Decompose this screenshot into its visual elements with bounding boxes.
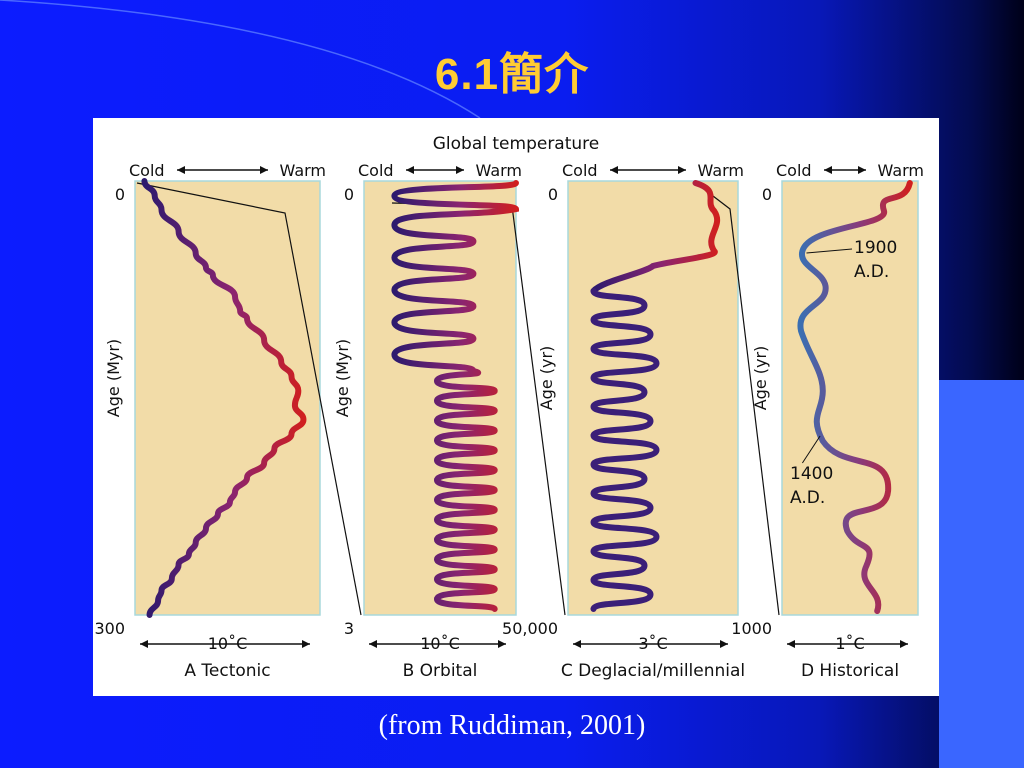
panel-d-warm-label: Warm <box>878 161 924 180</box>
panel-c-panel-label: C Deglacial/millennial <box>561 661 745 681</box>
panel-c-ylabel: Age (yr) <box>537 346 556 411</box>
panel-a-y-bottom-label: 300 <box>94 619 125 638</box>
panel-a-top-arrow-head-right <box>260 166 268 174</box>
slide-caption: (from Ruddiman, 2001) <box>378 710 646 741</box>
panel-d-top-arrow-head-left <box>824 166 832 174</box>
panel-b-y-bottom-label: 3 <box>344 619 354 638</box>
panel-b-panel-label: B Orbital <box>403 661 478 681</box>
panel-c-scale-arrow-head-right <box>720 640 728 648</box>
panel-a-temperature-curve <box>141 178 307 618</box>
panel-a-cold-label: Cold <box>129 161 165 180</box>
background-accent-block <box>939 380 1024 768</box>
slide-title: 6.1簡介 <box>434 50 590 99</box>
panel-d-temperature-curve <box>797 180 913 614</box>
panel-c-top-arrow-head-right <box>678 166 686 174</box>
panel-d-panel-label: D Historical <box>801 661 899 681</box>
annotation-1400-leader <box>801 435 821 464</box>
panel-a-scale-arrow-head-left <box>140 640 148 648</box>
panel-b-scale-gap <box>417 634 463 652</box>
panel-c-scale-gap <box>634 634 672 652</box>
panel-b-cold-label: Cold <box>358 161 394 180</box>
panel-b-temperature-curve <box>391 180 520 612</box>
panel-c-y-top-label: 0 <box>548 185 558 204</box>
panel-a-warm-label: Warm <box>280 161 326 180</box>
panel-d-scale-gap <box>831 634 869 652</box>
panel-a-top-arrow-head-left <box>177 166 185 174</box>
zoom-connector-1 <box>136 182 362 616</box>
annotation-1900-leader <box>806 248 853 254</box>
panel-b-top-arrow-head-left <box>406 166 414 174</box>
panel-c-y-bottom-label: 50,000 <box>502 619 558 638</box>
panel-c-temperature-curve-top <box>590 180 721 294</box>
annotation-1900-year: 1900 <box>854 238 897 258</box>
annotation-1400-era: A.D. <box>790 488 825 508</box>
panel-d-cold-label: Cold <box>776 161 812 180</box>
annotation-1400-year: 1400 <box>790 464 833 484</box>
panel-d-ylabel: Age (yr) <box>751 346 770 411</box>
panel-c-top-arrow-head-left <box>610 166 618 174</box>
panel-a-panel-label: A Tectonic <box>184 661 270 681</box>
panel-b-scale-arrow-head-right <box>498 640 506 648</box>
panel-a-background <box>134 180 321 616</box>
chart-title: Global temperature <box>433 134 600 154</box>
panel-c-temperature-curve-oscillation <box>590 288 660 612</box>
panel-a-y-top-label: 0 <box>115 185 125 204</box>
panel-c-scale-arrow-head-left <box>573 640 581 648</box>
panel-c-warm-label: Warm <box>698 161 744 180</box>
panel-d-scale-arrow-head-left <box>787 640 795 648</box>
panel-d-top-arrow-head-right <box>858 166 866 174</box>
annotation-1900-era: A.D. <box>854 262 889 282</box>
panel-d-scale-arrow-head-right <box>900 640 908 648</box>
panel-b-y-top-label: 0 <box>344 185 354 204</box>
panel-a-ylabel: Age (Myr) <box>104 339 123 417</box>
panel-c-cold-label: Cold <box>562 161 598 180</box>
panel-d-y-bottom-label: 1000 <box>731 619 772 638</box>
panel-a-scale-arrow-head-right <box>302 640 310 648</box>
panel-d-y-top-label: 0 <box>762 185 772 204</box>
panel-b-scale-arrow-head-left <box>369 640 377 648</box>
chart-figure: Global temperature Cold Warm 0 300 Age (Myr) 1… <box>93 118 939 696</box>
panel-b-top-arrow-head-right <box>456 166 464 174</box>
panel-b-warm-label: Warm <box>476 161 522 180</box>
panel-a-scale-gap <box>204 634 251 652</box>
panel-b-ylabel: Age (Myr) <box>333 339 352 417</box>
